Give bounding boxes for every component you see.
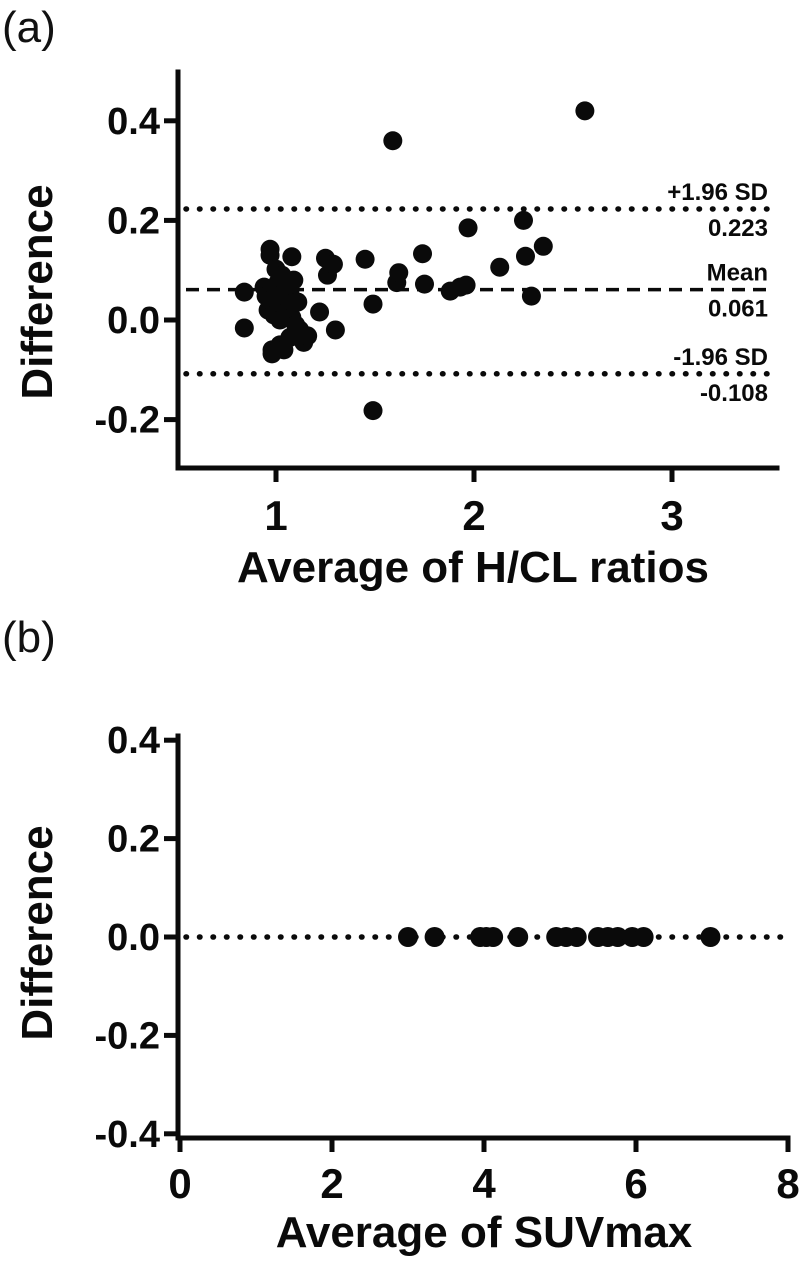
data-point <box>521 286 541 306</box>
data-point <box>566 927 587 947</box>
panel-b-tag: (b) <box>2 613 56 662</box>
y-tick-label: -0.2 <box>95 1015 160 1057</box>
data-point <box>288 292 308 312</box>
data-point <box>234 318 254 338</box>
y-tick-label: 0.4 <box>107 101 160 143</box>
data-point <box>355 249 375 269</box>
panel-b-x-axis-label: Average of SUVmax <box>275 1208 693 1257</box>
y-tick-label: 0.0 <box>107 300 160 342</box>
data-point <box>483 927 504 947</box>
data-point <box>323 254 343 274</box>
x-tick-label: 4 <box>472 1160 496 1207</box>
data-point <box>284 270 304 290</box>
data-point <box>413 244 433 264</box>
y-tick-label: -0.4 <box>95 1114 160 1156</box>
data-point <box>282 247 302 267</box>
x-tick-label: 0 <box>168 1160 191 1207</box>
data-point <box>575 101 595 121</box>
data-point <box>700 927 721 947</box>
x-tick-label: 2 <box>320 1160 343 1207</box>
data-point <box>514 210 533 230</box>
data-point <box>310 302 330 322</box>
panel-a-plot: 0.4 0.2 0.0 -0.2 1 2 3 +1.96 SD 0.223 Mean 0.061 -1… <box>95 69 780 539</box>
y-tick-label: 0.4 <box>107 720 160 762</box>
x-tick-label: 2 <box>462 492 485 539</box>
data-point <box>363 294 383 314</box>
data-point <box>234 282 254 302</box>
data-point <box>490 257 510 277</box>
axis-spine <box>175 69 780 471</box>
panel-b-y-axis-label: Difference <box>13 825 62 1041</box>
y-tick-label: 0.2 <box>107 819 160 861</box>
reference-line-label: +1.96 SD <box>667 179 768 206</box>
panel-b-plot: 0.4 0.2 0.0 -0.2 -0.40 2 4 6 8 <box>95 720 800 1207</box>
data-point <box>508 927 529 947</box>
reference-line-label: Mean <box>707 260 768 287</box>
y-tick-label: 0.0 <box>107 917 160 959</box>
x-tick-label: 1 <box>264 492 287 539</box>
x-tick-label: 3 <box>660 492 683 539</box>
y-tick-label: -0.2 <box>95 400 160 442</box>
data-point <box>415 274 434 294</box>
reference-line-label: -1.96 SD <box>673 344 768 371</box>
data-point <box>456 275 476 295</box>
panel-a-tag: (a) <box>2 3 56 52</box>
data-point <box>383 131 403 151</box>
data-point <box>363 401 383 421</box>
reference-line-value: -0.108 <box>700 380 768 407</box>
data-point <box>389 263 409 283</box>
data-point <box>298 326 318 346</box>
data-point <box>325 320 345 340</box>
data-point <box>424 927 445 947</box>
x-tick-label: 8 <box>776 1160 799 1207</box>
data-point <box>533 236 553 256</box>
y-tick-label: 0.2 <box>107 200 160 242</box>
panel-a-x-axis-label: Average of H/CL ratios <box>237 543 709 592</box>
data-point <box>398 927 418 947</box>
data-point <box>515 246 535 266</box>
data-point <box>633 927 654 947</box>
reference-line-value: 0.223 <box>708 215 768 242</box>
panel-a-y-axis-label: Difference <box>13 184 62 400</box>
data-point <box>607 927 628 947</box>
x-tick-label: 6 <box>624 1160 647 1207</box>
reference-line-value: 0.061 <box>708 296 768 323</box>
data-point <box>458 218 478 238</box>
